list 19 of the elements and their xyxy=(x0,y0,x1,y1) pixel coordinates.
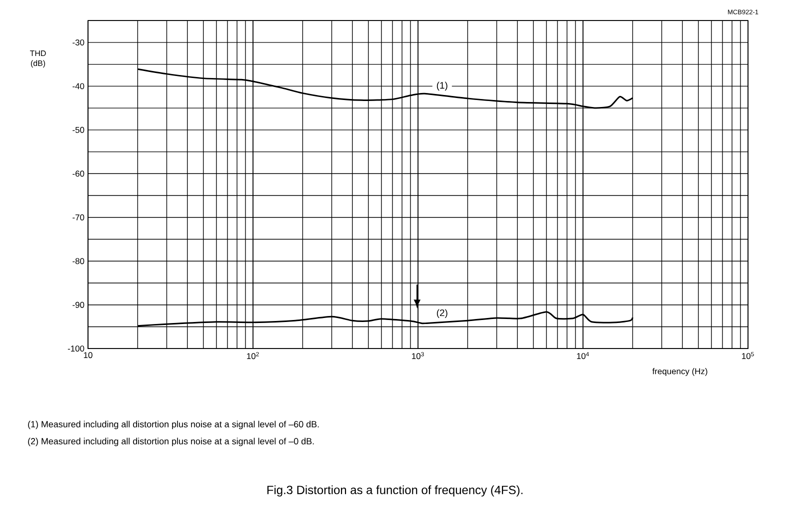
x-tick-label: 10$^{3}$ xyxy=(412,352,424,360)
y-tick-label: -80 xyxy=(72,258,84,264)
text: Fig.3 Distortion as a function of frequency (4FS). xyxy=(267,485,522,497)
x-axis-title: frequency (Hz) xyxy=(652,368,708,376)
y-tick-label: -50 xyxy=(72,126,84,133)
x-tick-label: 10 xyxy=(84,352,92,358)
x-tick-label: 10$^{4}$ xyxy=(577,352,589,360)
y-tick-label: -90 xyxy=(72,302,84,308)
annotation: (1) xyxy=(436,82,448,91)
y-tick-label: -70 xyxy=(72,214,84,220)
y-tick-label: -40 xyxy=(72,83,84,90)
text: (2) Measured including all distortion plus noise at a signal level of –0 dB. xyxy=(28,438,314,446)
x-tick-label: 10$^{5}$ xyxy=(742,352,754,360)
y-tick-label: -30 xyxy=(72,39,84,46)
annotation: (2) xyxy=(436,309,448,318)
y-tick-label: -60 xyxy=(72,170,84,177)
y-tick-label: -100 xyxy=(68,346,84,352)
text: (1) Measured including all distortion plus noise at a signal level of –60 dB. xyxy=(28,420,319,430)
x-tick-label: 10$^{2}$ xyxy=(247,352,259,360)
